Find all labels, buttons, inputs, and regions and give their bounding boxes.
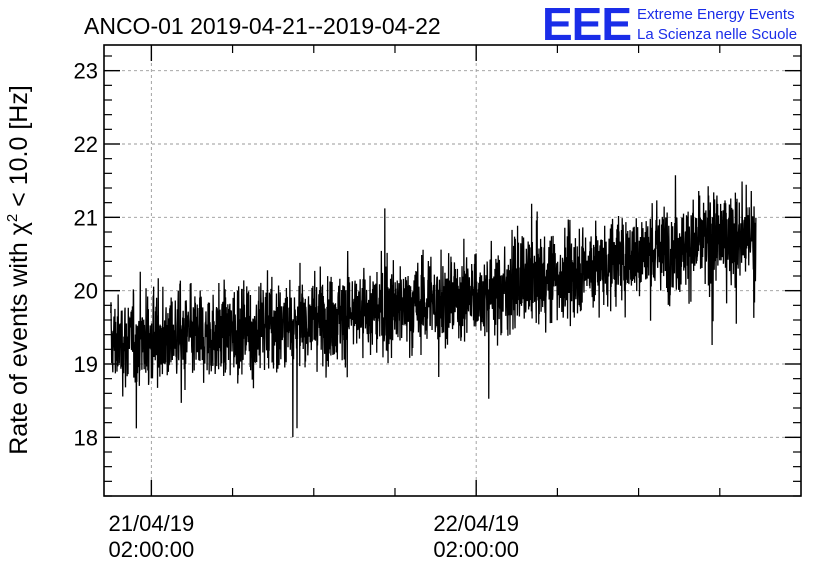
logo-line2: La Scienza nelle Scuole (637, 26, 797, 43)
chart-title: ANCO-01 2019-04-21--2019-04-22 (84, 13, 441, 39)
y-axis-label: Rate of events with χ2 < 10.0 [Hz] (4, 85, 33, 455)
y-axis-label-exp: 2 (4, 214, 21, 222)
logo-line1: Extreme Energy Events (637, 6, 795, 23)
y-tick-label: 20 (74, 279, 98, 304)
y-tick-label: 23 (74, 59, 98, 84)
y-axis-label-chi: χ (5, 222, 33, 235)
series-line (110, 175, 757, 438)
logo-mark: EEE (542, 0, 631, 50)
y-axis-label-prefix: Rate of events with (5, 235, 33, 455)
x-tick-label-date: 21/04/19 (109, 511, 195, 536)
y-tick-label: 18 (74, 425, 98, 450)
y-tick-labels: 18 19 20 21 22 23 (74, 59, 98, 451)
x-tick-label-time: 02:00:00 (433, 537, 519, 562)
y-tick-label: 22 (74, 132, 98, 157)
y-axis-label-suffix: < 10.0 [Hz] (5, 85, 33, 214)
plot-frame (103, 44, 802, 497)
y-tick-label: 21 (74, 205, 98, 230)
eee-logo: EEE Extreme Energy Events La Scienza nel… (542, 0, 797, 50)
y-tick-label: 19 (74, 352, 98, 377)
grid (104, 45, 801, 496)
axis-ticks (104, 45, 801, 497)
x-tick-label-time: 02:00:00 (109, 537, 195, 562)
x-tick-label-date: 22/04/19 (433, 511, 519, 536)
